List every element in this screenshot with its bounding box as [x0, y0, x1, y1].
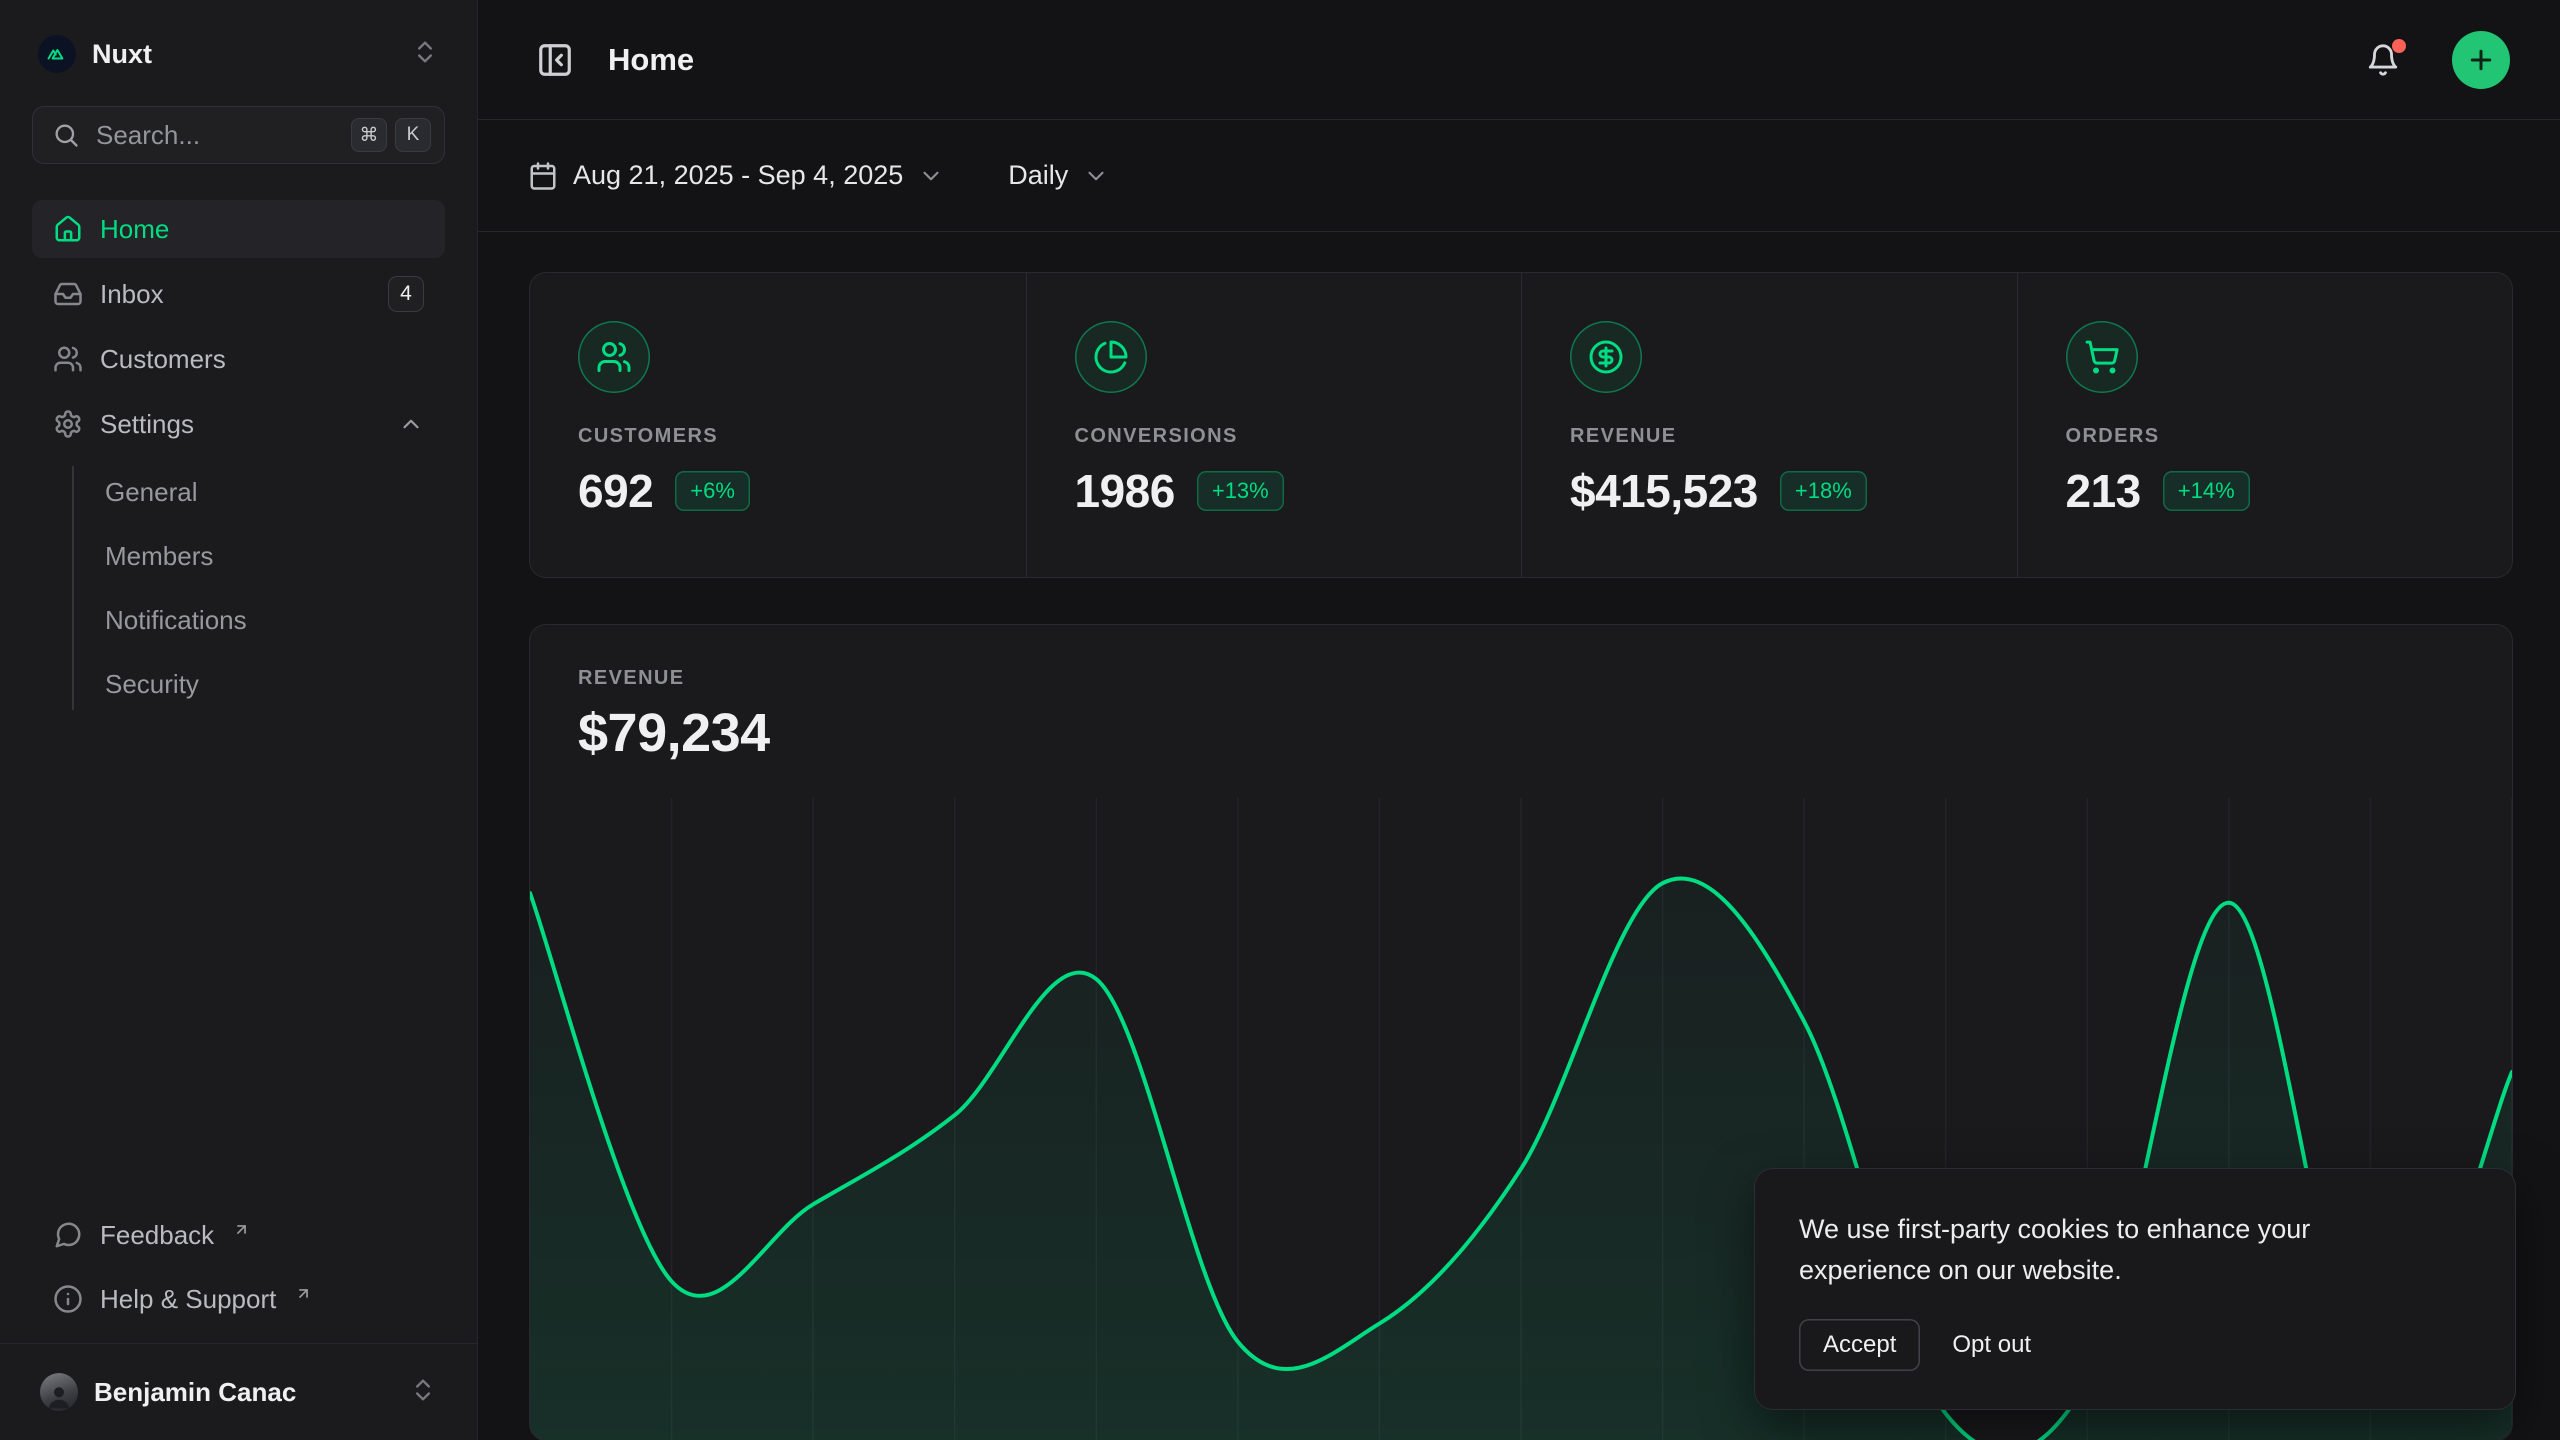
- cookie-message: We use first-party cookies to enhance yo…: [1799, 1214, 2311, 1285]
- kbd-meta: ⌘: [351, 118, 387, 152]
- inbox-icon: [53, 279, 83, 309]
- kbd-k: K: [395, 118, 431, 152]
- stat-value: $415,523: [1570, 465, 1758, 517]
- cookie-banner: We use first-party cookies to enhance yo…: [1755, 1169, 2515, 1409]
- shopping-cart-icon: [2065, 321, 2138, 393]
- stat-orders[interactable]: ORDERS 213 +14%: [2016, 273, 2513, 577]
- sidebar-item-home[interactable]: Home: [32, 200, 445, 258]
- sidebar-item-notifications[interactable]: Notifications: [105, 604, 247, 635]
- stat-delta-badge: +6%: [675, 471, 750, 511]
- chevrons-up-down-icon: [411, 38, 439, 71]
- chart-area-fill: [530, 878, 2512, 1440]
- settings-sub-list: General Members Notifications Security: [32, 460, 445, 716]
- opt-out-button[interactable]: Opt out: [1934, 1319, 2049, 1371]
- arrow-up-right-icon: [233, 1214, 250, 1245]
- stat-delta-badge: +13%: [1196, 471, 1284, 511]
- collapse-sidebar-button[interactable]: [528, 33, 582, 87]
- notification-dot: [2392, 38, 2406, 53]
- stat-label: ORDERS: [2065, 425, 2160, 447]
- stats-card: CUSTOMERS 692 +6% CONVERSIONS 1986 +13%: [530, 273, 2512, 577]
- user-menu[interactable]: Benjamin Canac: [32, 1344, 445, 1440]
- chart-total: $79,234: [578, 703, 770, 763]
- sidebar-item-inbox[interactable]: Inbox 4: [32, 265, 445, 323]
- avatar: [40, 1373, 78, 1411]
- search-placeholder: Search...: [96, 119, 201, 150]
- stat-delta-badge: +14%: [2162, 471, 2250, 511]
- arrow-up-right-icon: [295, 1278, 312, 1309]
- circle-dollar-icon: [1570, 321, 1642, 393]
- footer-item-label: Help & Support: [100, 1283, 277, 1314]
- notifications-button[interactable]: [2358, 35, 2408, 85]
- chevron-down-icon: [918, 163, 944, 189]
- sidebar-divider: [0, 1343, 477, 1344]
- inbox-count-badge: 4: [388, 276, 424, 312]
- stat-delta-badge: +18%: [1779, 471, 1867, 511]
- user-name: Benjamin Canac: [94, 1376, 297, 1407]
- stat-value: 1986: [1074, 465, 1176, 517]
- info-circle-icon: [53, 1284, 83, 1314]
- topbar: Home: [478, 0, 2560, 120]
- sidebar-item-feedback[interactable]: Feedback: [32, 1207, 445, 1263]
- stat-label: CONVERSIONS: [1074, 425, 1238, 447]
- team-switcher[interactable]: Nuxt: [32, 24, 445, 84]
- chart-kicker: REVENUE: [578, 667, 685, 689]
- sidebar-item-general[interactable]: General: [105, 476, 198, 507]
- page-title: Home: [608, 41, 695, 77]
- sidebar-item-help-support[interactable]: Help & Support: [32, 1271, 445, 1327]
- add-button[interactable]: [2452, 30, 2510, 89]
- home-icon: [53, 214, 83, 244]
- chart-line: [530, 876, 2512, 1440]
- nuxt-logo-icon: [38, 35, 76, 73]
- sidebar: Nuxt Search... ⌘ K Home: [0, 0, 478, 1440]
- bell-icon: [2366, 43, 2400, 77]
- chart-pie-icon: [1074, 321, 1147, 393]
- search-input[interactable]: Search... ⌘ K: [32, 106, 445, 164]
- message-circle-icon: [53, 1220, 83, 1250]
- stat-value: 692: [578, 465, 654, 517]
- interval-label: Daily: [1008, 160, 1069, 190]
- filterbar: Aug 21, 2025 - Sep 4, 2025 Daily: [478, 120, 2560, 232]
- chevrons-up-down-icon: [409, 1376, 437, 1409]
- accept-button[interactable]: Accept: [1799, 1319, 1920, 1371]
- sidebar-item-label: Home: [100, 213, 170, 244]
- sidebar-item-label: Customers: [100, 343, 226, 374]
- sidebar-item-customers[interactable]: Customers: [32, 330, 445, 388]
- sidebar-footer-nav: Feedback Help & Support: [32, 1207, 445, 1343]
- users-icon: [53, 344, 83, 374]
- stat-label: CUSTOMERS: [578, 425, 719, 447]
- chart-header: REVENUE $79,234: [530, 625, 2512, 764]
- chevron-down-icon: [1083, 163, 1109, 189]
- stat-customers[interactable]: CUSTOMERS 692 +6%: [530, 273, 1026, 577]
- interval-select[interactable]: Daily: [1008, 160, 1109, 191]
- search-shortcut: ⌘ K: [351, 118, 431, 152]
- sidebar-item-settings[interactable]: Settings: [32, 395, 445, 453]
- cookie-actions: Accept Opt out: [1799, 1319, 2471, 1371]
- panel-left-close-icon: [536, 41, 574, 79]
- stat-conversions[interactable]: CONVERSIONS 1986 +13%: [1025, 273, 1522, 577]
- plus-icon: [2466, 45, 2496, 75]
- sidebar-spacer: [32, 716, 445, 1207]
- footer-item-label: Feedback: [100, 1219, 215, 1250]
- sidebar-item-security[interactable]: Security: [105, 668, 199, 699]
- users-icon: [578, 321, 650, 393]
- team-name: Nuxt: [92, 38, 152, 69]
- gear-icon: [53, 409, 83, 439]
- sidebar-item-label: Inbox: [100, 278, 164, 309]
- stat-revenue[interactable]: REVENUE $415,523 +18%: [1521, 273, 2017, 577]
- stat-value: 213: [2065, 465, 2142, 517]
- sidebar-item-members[interactable]: Members: [105, 540, 214, 571]
- chevron-up-icon: [398, 411, 424, 437]
- date-range-label: Aug 21, 2025 - Sep 4, 2025: [573, 160, 904, 190]
- date-range-picker[interactable]: Aug 21, 2025 - Sep 4, 2025: [528, 160, 944, 191]
- calendar-icon: [528, 161, 558, 191]
- sidebar-nav: Home Inbox 4 Customers Settings: [32, 200, 445, 716]
- stat-label: REVENUE: [1570, 425, 1677, 447]
- search-icon: [52, 121, 80, 149]
- sidebar-item-label: Settings: [100, 408, 194, 439]
